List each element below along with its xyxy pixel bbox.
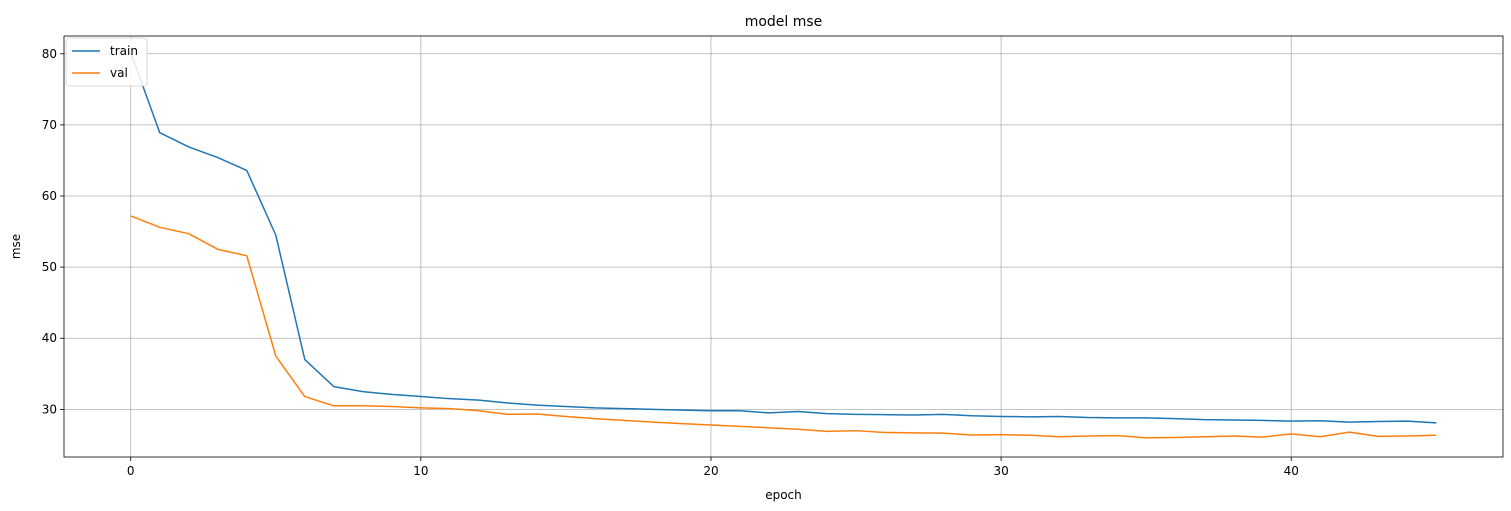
y-tick-label: 30: [42, 402, 57, 416]
legend: train val: [65, 37, 148, 87]
series-layer: [130, 52, 1437, 439]
x-axis-label: epoch: [765, 488, 802, 502]
x-tick-label: 0: [127, 464, 135, 478]
y-tick-label: 40: [42, 331, 57, 345]
y-tick-label: 70: [42, 118, 57, 132]
legend-label-val: val: [110, 66, 128, 80]
series-line-val: [130, 215, 1437, 439]
x-tick-label: 20: [703, 464, 718, 478]
chart-title: model mse: [745, 14, 823, 30]
x-tick-label: 10: [413, 464, 428, 478]
y-tick-label: 80: [42, 47, 57, 61]
y-axis-label: mse: [9, 234, 23, 259]
x-tick-label: 40: [1284, 464, 1299, 478]
plot-frame: [63, 35, 1504, 458]
axes: 0 10 20 30 40 30 40 50 60 70 80: [42, 35, 1504, 478]
series-line-train: [130, 52, 1437, 424]
y-tick-label: 50: [42, 260, 57, 274]
legend-label-train: train: [110, 44, 138, 58]
x-tick-label: 30: [993, 464, 1008, 478]
legend-box: [65, 37, 148, 87]
y-tick-label: 60: [42, 189, 57, 203]
grid: [64, 36, 1503, 457]
